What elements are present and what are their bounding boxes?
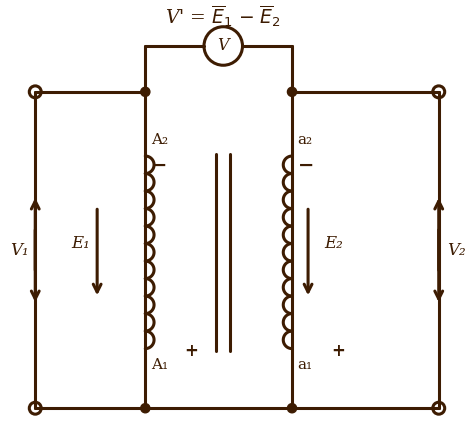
Circle shape [287,87,297,97]
Text: a₁: a₁ [298,358,313,372]
Text: a₂: a₂ [298,133,313,147]
Text: −: − [151,156,167,175]
Circle shape [141,404,150,413]
Circle shape [287,404,297,413]
Text: E₂: E₂ [324,235,343,252]
Text: V₁: V₁ [10,242,28,258]
Text: +: + [331,342,345,360]
Circle shape [141,87,150,97]
Text: E₁: E₁ [72,235,91,252]
Text: V' = $\overline{E}_1$ $-$ $\overline{E}_2$: V' = $\overline{E}_1$ $-$ $\overline{E}_… [165,3,281,29]
Text: A₁: A₁ [151,358,168,372]
Text: V: V [218,37,229,55]
Text: −: − [298,156,314,175]
Text: V₂: V₂ [447,242,465,258]
Text: +: + [184,342,198,360]
Text: A₂: A₂ [151,133,168,147]
